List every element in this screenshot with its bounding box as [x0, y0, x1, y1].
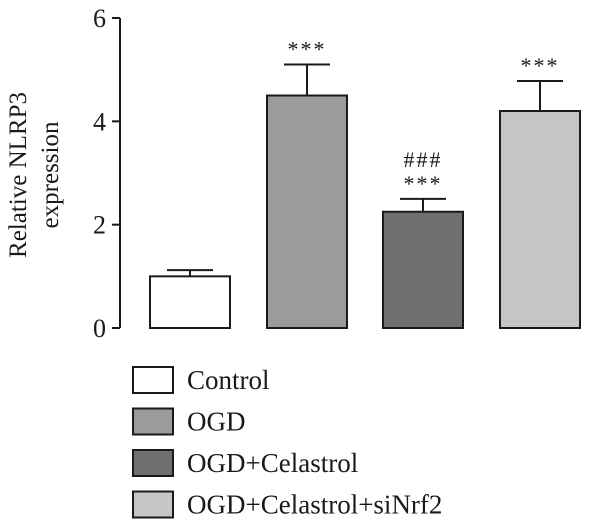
y-tick-label: 2: [93, 211, 106, 240]
bar: [499, 110, 581, 329]
bars: ***###******: [149, 37, 581, 330]
bar-group: ###***: [382, 147, 464, 329]
legend-swatch: [132, 449, 174, 477]
bar-group: [149, 269, 231, 330]
legend-label: OGD+Celastrol: [187, 448, 358, 478]
y-axis-title: Relative NLRP3 expression: [5, 92, 64, 258]
bar-group: ***: [266, 37, 348, 329]
bar-group: ***: [499, 53, 581, 329]
significance-label: ***: [521, 53, 560, 78]
bar: [149, 275, 231, 330]
y-tick-label: 0: [93, 314, 106, 343]
y-axis-title-line-2: expression: [37, 121, 64, 228]
significance-label: ***: [404, 171, 443, 196]
legend-label: Control: [187, 365, 270, 395]
significance-label: ***: [288, 37, 327, 62]
y-tick-label: 4: [93, 107, 106, 136]
legend: Control OGD OGD+Celastrol OGD+Celastrol+siN…: [132, 365, 442, 520]
y-tick-label: 6: [93, 4, 106, 33]
y-axis: 0 2 4 6: [93, 4, 121, 343]
legend-swatch: [132, 366, 174, 394]
legend-item: OGD: [132, 407, 246, 437]
bar: [266, 94, 348, 329]
legend-label: OGD+Celastrol+siNrf2: [187, 490, 442, 520]
legend-item: OGD+Celastrol: [132, 448, 358, 478]
bar: [382, 210, 464, 329]
legend-item: Control: [132, 365, 270, 395]
significance-label: ###: [404, 147, 443, 172]
legend-swatch: [132, 490, 174, 519]
legend-swatch: [132, 407, 174, 436]
y-axis-title-line-1: Relative NLRP3: [5, 92, 32, 258]
legend-label: OGD: [187, 407, 246, 437]
legend-item: OGD+Celastrol+siNrf2: [132, 490, 442, 520]
